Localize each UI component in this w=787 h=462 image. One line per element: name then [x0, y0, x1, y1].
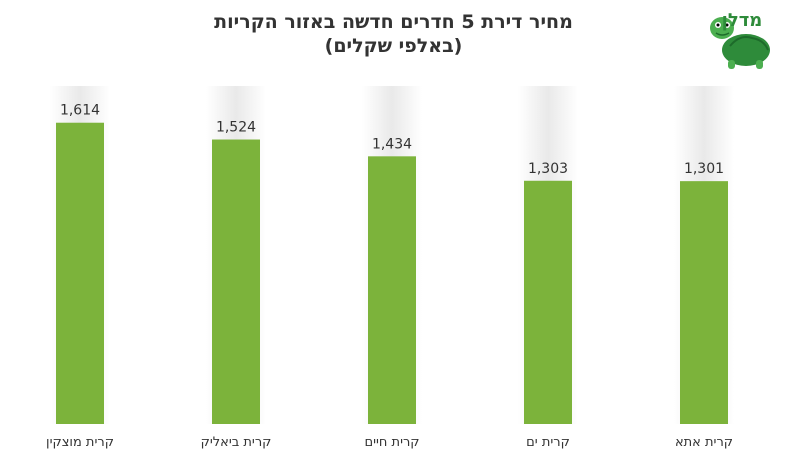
bar	[212, 139, 260, 424]
bar	[56, 122, 104, 424]
x-tick-label: קרית ים	[526, 435, 570, 450]
x-tick-label: קרית ביאליק	[201, 435, 272, 450]
turtle-logo-icon: מדלן	[710, 10, 770, 69]
chart-subtitle: (באלפי שקלים)	[324, 35, 463, 57]
data-label: 1,524	[216, 120, 256, 136]
bar	[368, 156, 416, 424]
bar	[524, 180, 572, 424]
data-label: 1,614	[60, 103, 100, 119]
data-label: 1,303	[528, 161, 568, 177]
chart-title: מחיר דירת 5 חדרים חדשה באזור הקריות (באל…	[0, 10, 787, 58]
data-label: 1,434	[372, 136, 412, 152]
data-label: 1,301	[684, 161, 724, 177]
bar	[680, 181, 728, 424]
logo-text: מדלן	[722, 10, 763, 31]
x-tick-label: קרית חיים	[364, 435, 419, 450]
chart-title-text: מחיר דירת 5 חדרים חדשה באזור הקריות	[214, 11, 573, 33]
x-tick-label: קרית מוצקין	[46, 435, 114, 450]
x-tick-label: קרית אתא	[675, 435, 733, 450]
